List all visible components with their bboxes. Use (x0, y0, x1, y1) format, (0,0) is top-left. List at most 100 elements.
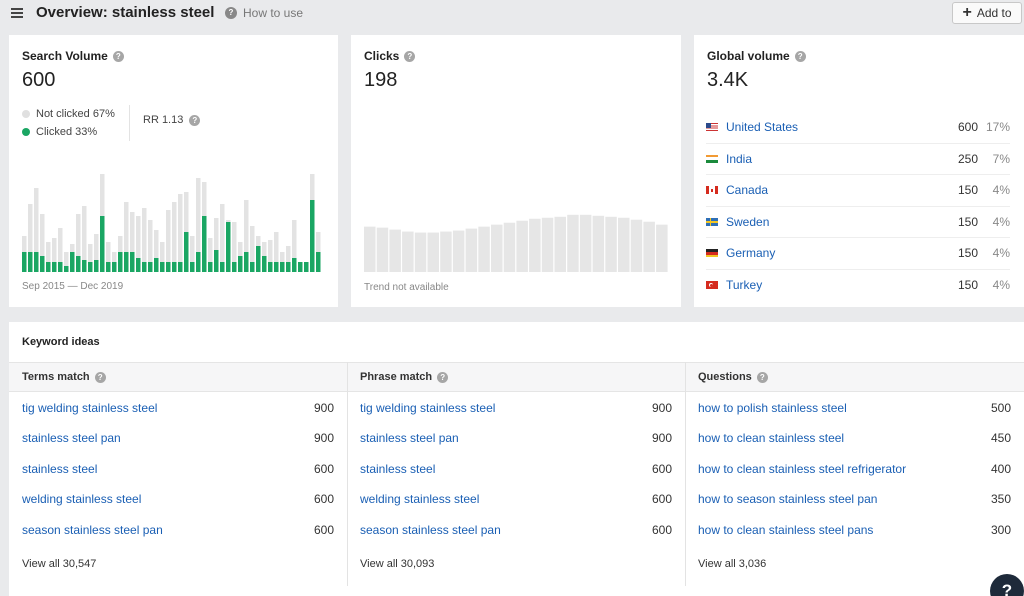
country-name[interactable]: India (726, 151, 753, 166)
clicked-bar[interactable] (76, 256, 81, 272)
country-name[interactable]: Germany (726, 246, 776, 261)
volume-bar[interactable] (172, 202, 177, 272)
clicked-bar[interactable] (100, 216, 105, 272)
clicked-bar[interactable] (178, 262, 183, 272)
view-all-link[interactable]: View all 30,093 (360, 558, 435, 570)
clicked-bar[interactable] (82, 260, 87, 272)
country-name[interactable]: United States (726, 120, 799, 135)
clicked-bar[interactable] (250, 262, 255, 272)
clicked-bar[interactable] (238, 256, 243, 272)
clicked-bar[interactable] (64, 266, 69, 272)
add-to-button[interactable]: + Add to (952, 2, 1022, 24)
volume-bar[interactable] (142, 208, 147, 272)
keyword-link[interactable]: stainless steel pan (22, 431, 121, 446)
clicked-bar[interactable] (58, 262, 63, 272)
volume-bar[interactable] (124, 202, 129, 272)
clicked-bar[interactable] (160, 262, 165, 272)
clicked-bar[interactable] (310, 200, 315, 272)
volume-bar[interactable] (214, 218, 219, 272)
country-row[interactable]: Canada 150 4% (706, 175, 1010, 207)
clicked-bar[interactable] (172, 262, 177, 272)
clicked-bar[interactable] (148, 262, 153, 272)
help-icon[interactable]: ? (437, 371, 449, 383)
volume-bar[interactable] (106, 242, 111, 272)
keyword-link[interactable]: how to clean stainless steel refrigerato… (698, 461, 907, 476)
view-all-link[interactable]: View all 30,547 (22, 558, 97, 570)
clicked-bar[interactable] (196, 252, 201, 272)
volume-bar[interactable] (250, 226, 255, 272)
clicked-bar[interactable] (22, 252, 27, 272)
clicked-bar[interactable] (214, 250, 219, 272)
clicked-bar[interactable] (268, 262, 273, 272)
volume-bar[interactable] (160, 242, 165, 272)
volume-bar[interactable] (178, 194, 183, 272)
volume-bar[interactable] (274, 232, 279, 272)
help-icon[interactable]: ? (94, 371, 106, 383)
how-to-use-link[interactable]: ? How to use (225, 6, 303, 20)
keyword-link[interactable]: stainless steel pan (360, 431, 459, 446)
clicked-bar[interactable] (106, 262, 111, 272)
clicked-bar[interactable] (124, 252, 129, 272)
volume-bar[interactable] (58, 228, 63, 272)
clicked-bar[interactable] (52, 262, 57, 272)
hamburger-menu-icon[interactable] (11, 8, 23, 18)
clicked-bar[interactable] (202, 216, 207, 272)
clicked-bar[interactable] (142, 262, 147, 272)
clicked-bar[interactable] (286, 262, 291, 272)
keyword-link[interactable]: how to clean stainless steel (698, 431, 845, 446)
volume-bar[interactable] (40, 214, 45, 272)
clicked-bar[interactable] (226, 222, 231, 272)
clicked-bar[interactable] (184, 232, 189, 272)
country-row[interactable]: United States 600 17% (706, 112, 1010, 144)
volume-bar[interactable] (154, 230, 159, 272)
view-all-link[interactable]: View all 3,036 (698, 558, 767, 570)
volume-bar[interactable] (244, 200, 249, 272)
help-icon[interactable]: ? (189, 114, 201, 126)
clicked-bar[interactable] (298, 262, 303, 272)
keyword-link[interactable]: how to clean stainless steel pans (698, 522, 874, 537)
volume-bar[interactable] (76, 214, 81, 272)
clicked-bar[interactable] (256, 246, 261, 272)
clicked-bar[interactable] (244, 252, 249, 272)
volume-bar[interactable] (46, 242, 51, 272)
clicked-bar[interactable] (136, 258, 141, 272)
country-name[interactable]: Canada (726, 183, 769, 198)
volume-bar[interactable] (130, 212, 135, 272)
volume-bar[interactable] (166, 210, 171, 272)
clicked-bar[interactable] (88, 262, 93, 272)
volume-bar[interactable] (196, 178, 201, 272)
volume-bar[interactable] (136, 216, 141, 272)
clicked-bar[interactable] (154, 258, 159, 272)
volume-bar[interactable] (220, 204, 225, 272)
volume-bar[interactable] (268, 240, 273, 272)
volume-bar[interactable] (34, 188, 39, 272)
clicked-bar[interactable] (280, 262, 285, 272)
keyword-link[interactable]: tig welding stainless steel (22, 401, 158, 415)
volume-bar[interactable] (94, 234, 99, 272)
clicked-bar[interactable] (274, 262, 279, 272)
clicked-bar[interactable] (208, 262, 213, 272)
clicked-bar[interactable] (232, 262, 237, 272)
clicked-bar[interactable] (118, 252, 123, 272)
country-row[interactable]: Sweden 150 4% (706, 207, 1010, 238)
keyword-link[interactable]: how to polish stainless steel (698, 401, 847, 415)
clicked-bar[interactable] (262, 256, 267, 272)
help-chat-button[interactable]: ? (990, 574, 1024, 596)
help-icon[interactable]: ? (112, 50, 124, 62)
clicked-bar[interactable] (292, 258, 297, 272)
clicked-bar[interactable] (70, 252, 75, 272)
keyword-link[interactable]: welding stainless steel (360, 492, 480, 507)
volume-bar[interactable] (292, 220, 297, 272)
clicked-bar[interactable] (220, 262, 225, 272)
help-icon[interactable]: ? (756, 371, 768, 383)
clicked-bar[interactable] (190, 262, 195, 272)
clicked-bar[interactable] (304, 262, 309, 272)
keyword-link[interactable]: welding stainless steel (22, 492, 142, 507)
keyword-link[interactable]: stainless steel (22, 461, 98, 476)
keyword-link[interactable]: season stainless steel pan (22, 522, 163, 537)
country-name[interactable]: Turkey (726, 278, 763, 293)
help-icon[interactable]: ? (404, 50, 416, 62)
keyword-link[interactable]: tig welding stainless steel (360, 401, 496, 415)
volume-bar[interactable] (64, 252, 69, 272)
clicked-bar[interactable] (28, 252, 33, 272)
